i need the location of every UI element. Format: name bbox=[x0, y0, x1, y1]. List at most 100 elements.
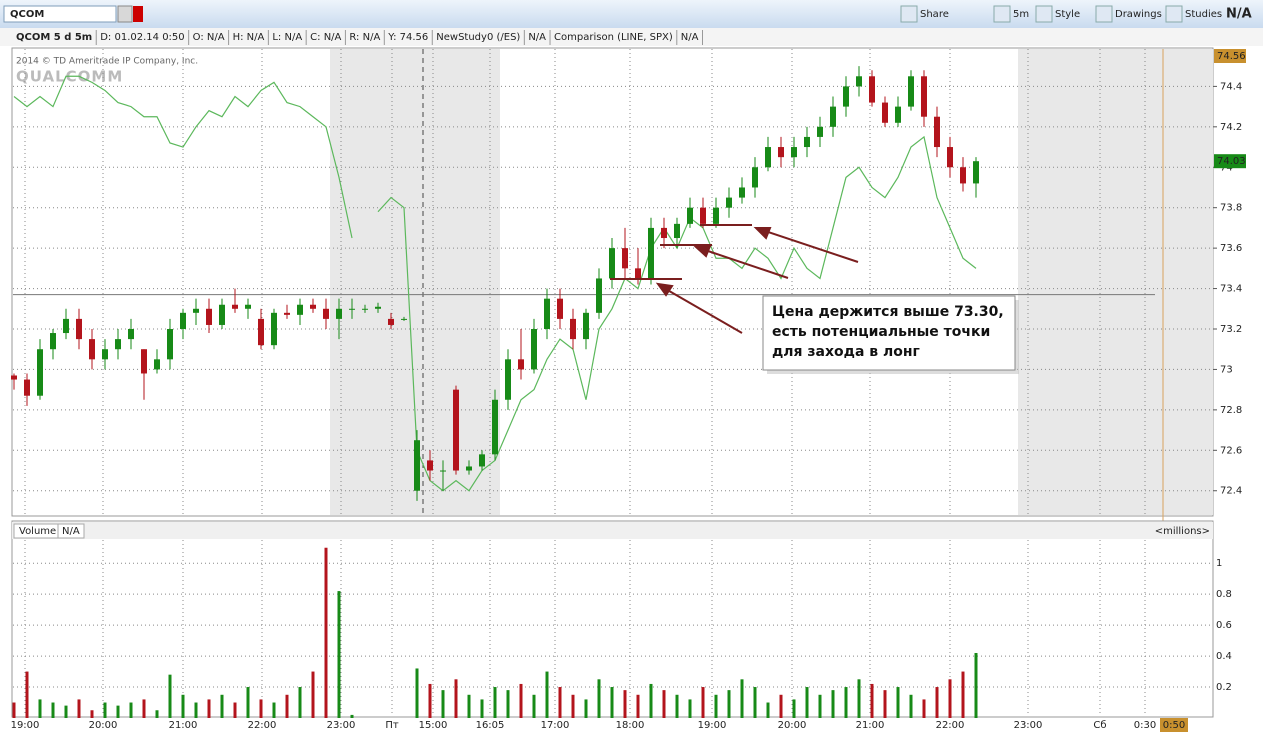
volume-bar bbox=[506, 690, 510, 718]
last-price-box bbox=[1214, 154, 1246, 169]
toolbar-button[interactable] bbox=[1095, 5, 1113, 23]
candle-body bbox=[414, 440, 420, 491]
candle-body bbox=[596, 278, 602, 313]
candle-body bbox=[37, 349, 43, 396]
candle-body bbox=[960, 167, 966, 184]
x-tick-label: 21:00 bbox=[169, 720, 198, 731]
candle-body bbox=[388, 318, 394, 325]
last-value: N/A bbox=[1226, 7, 1252, 22]
candle-body bbox=[375, 306, 381, 309]
annotation-line: для захода в лонг bbox=[772, 344, 920, 360]
toolbar-button[interactable] bbox=[993, 5, 1011, 23]
candle-body bbox=[310, 304, 316, 309]
volume-bar bbox=[519, 683, 523, 718]
session-shade bbox=[330, 49, 500, 515]
candle-body bbox=[856, 76, 862, 87]
volume-bar bbox=[558, 687, 562, 718]
info-item: QCOM 5 d 5m bbox=[16, 32, 92, 43]
volume-bar bbox=[220, 694, 224, 718]
copyright: 2014 © TD Ameritrade IP Company, Inc. bbox=[16, 57, 198, 67]
session-shade bbox=[1018, 49, 1213, 515]
candle-body bbox=[453, 389, 459, 471]
x-tick-label: 17:00 bbox=[541, 720, 570, 731]
volume-bar bbox=[90, 710, 94, 718]
candle-body bbox=[284, 312, 290, 315]
volume-bar bbox=[337, 591, 341, 718]
volume-bar bbox=[246, 687, 250, 718]
symbol-box[interactable] bbox=[3, 5, 117, 23]
volume-bar bbox=[25, 671, 29, 718]
candle-body bbox=[50, 333, 56, 350]
x-tick-label: 22:00 bbox=[248, 720, 277, 731]
volume-bar bbox=[168, 674, 172, 718]
annotation-arrows bbox=[610, 224, 859, 334]
volume-bar bbox=[116, 705, 120, 718]
candle-body bbox=[206, 308, 212, 325]
candle-body bbox=[570, 318, 576, 340]
volume-bar bbox=[285, 694, 289, 718]
x-tick-label: 23:00 bbox=[1014, 720, 1043, 731]
toolbar-button-label: Style bbox=[1055, 9, 1080, 20]
volume-bar bbox=[779, 694, 783, 718]
candle-body bbox=[869, 76, 875, 103]
y-tick-label: 74.4 bbox=[1220, 81, 1242, 92]
candle-body bbox=[765, 147, 771, 168]
symbol: QCOM bbox=[10, 9, 44, 20]
candle-body bbox=[791, 147, 797, 158]
candle-body bbox=[908, 76, 914, 107]
volume-bar bbox=[623, 690, 627, 718]
volume-bar bbox=[350, 714, 354, 718]
volume-bar bbox=[233, 702, 237, 718]
volume-bar bbox=[844, 687, 848, 718]
cursor-time-box bbox=[1160, 718, 1188, 732]
candle-body bbox=[492, 399, 498, 455]
x-tick-label: 22:00 bbox=[936, 720, 965, 731]
candle-body bbox=[947, 147, 953, 168]
toolbar-button[interactable] bbox=[1035, 5, 1053, 23]
volume-bar bbox=[805, 687, 809, 718]
candle-body bbox=[336, 308, 342, 319]
volume-bar bbox=[870, 683, 874, 718]
volume-bar bbox=[909, 694, 913, 718]
candle-body bbox=[115, 339, 121, 350]
volume-bar bbox=[532, 694, 536, 718]
candle-body bbox=[544, 298, 550, 329]
toolbar-button-label: Share bbox=[920, 9, 949, 20]
candle-body bbox=[973, 161, 979, 184]
volume-bar bbox=[142, 699, 146, 718]
toolbar-button[interactable] bbox=[1165, 5, 1183, 23]
volume-bar bbox=[415, 668, 419, 718]
volume-bar bbox=[298, 687, 302, 718]
volume-bar bbox=[714, 694, 718, 718]
volume-bar bbox=[597, 679, 601, 718]
toolbar-button[interactable] bbox=[900, 5, 918, 23]
volume-bar bbox=[948, 679, 952, 718]
y-tick-label: 72.4 bbox=[1220, 486, 1242, 497]
x-tick-label: 20:00 bbox=[778, 720, 807, 731]
y-tick-label: 73.8 bbox=[1220, 203, 1242, 214]
candle-body bbox=[323, 308, 329, 319]
candle-body bbox=[687, 207, 693, 224]
candle-body bbox=[154, 359, 160, 370]
volume-bar bbox=[818, 694, 822, 718]
candle-body bbox=[622, 248, 628, 269]
symbol-dropdown[interactable] bbox=[117, 5, 133, 23]
candle-body bbox=[349, 308, 355, 310]
x-tick-label: 18:00 bbox=[616, 720, 645, 731]
volume-bar bbox=[493, 687, 497, 718]
candle-body bbox=[427, 460, 433, 471]
candle-body bbox=[141, 349, 147, 374]
volume-bar bbox=[480, 699, 484, 718]
x-tick-label: Пт bbox=[385, 720, 399, 731]
volume-bar bbox=[129, 702, 133, 718]
volume-bar bbox=[675, 694, 679, 718]
candle-body bbox=[232, 304, 238, 309]
candle-body bbox=[609, 248, 615, 279]
x-tick-label: 19:00 bbox=[11, 720, 40, 731]
y-tick-label: 72.8 bbox=[1220, 405, 1242, 416]
y-tick-label: 74.2 bbox=[1220, 122, 1242, 133]
volume-bar bbox=[935, 687, 939, 718]
candle-body bbox=[882, 102, 888, 123]
volume-bar bbox=[441, 690, 445, 718]
